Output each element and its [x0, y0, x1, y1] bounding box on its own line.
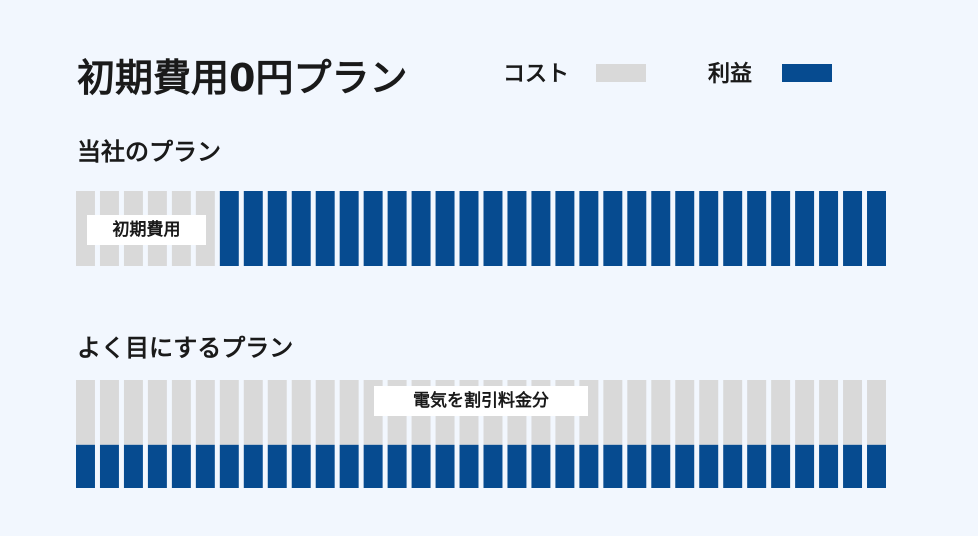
bar-segment-plan-b-profit-25 — [675, 444, 695, 488]
chart-title: 初期費用0円プラン — [77, 56, 408, 100]
bar-segment-plan-b-cost-27 — [723, 380, 743, 445]
legend-cost-label: コスト — [503, 62, 570, 87]
bar-segment-plan-b-profit-9 — [291, 444, 311, 488]
legend-cost-swatch — [596, 64, 646, 82]
bar-segment-plan-a-profit-24 — [651, 191, 671, 266]
bar-segment-plan-b-profit-14 — [411, 444, 431, 488]
bar-segment-plan-a-profit-31 — [819, 191, 839, 266]
bar-segment-plan-a-profit-11 — [339, 191, 359, 266]
bar-segment-plan-b-cost-1 — [99, 380, 119, 445]
bar-segment-plan-a-profit-32 — [843, 191, 863, 266]
bar-segment-plan-b-profit-27 — [723, 444, 743, 488]
bar-segment-plan-b-profit-4 — [171, 444, 191, 488]
bar-segment-plan-a-profit-10 — [315, 191, 335, 266]
bar-segment-plan-b-profit-33 — [867, 444, 886, 488]
bar-segment-plan-b-profit-12 — [363, 444, 383, 488]
bar-segment-plan-b-profit-26 — [699, 444, 719, 488]
bar-segment-plan-b-profit-0 — [76, 444, 95, 488]
bar-segment-plan-b-profit-5 — [195, 444, 215, 488]
bar-segment-plan-b-profit-22 — [603, 444, 623, 488]
bar-segment-plan-b-profit-23 — [627, 444, 647, 488]
legend-profit-label: 利益 — [708, 62, 753, 87]
bar-segment-plan-b-cost-6 — [219, 380, 239, 445]
bar-segment-plan-b-profit-8 — [267, 444, 287, 488]
bar-segment-plan-a-profit-27 — [723, 191, 743, 266]
bar-segment-plan-b-profit-18 — [507, 444, 527, 488]
bar-segment-plan-b-cost-23 — [627, 380, 647, 445]
bar-segment-plan-b-profit-19 — [531, 444, 551, 488]
bar-segment-plan-b-profit-6 — [219, 444, 239, 488]
bar-segment-plan-b-profit-32 — [843, 444, 863, 488]
bar-segment-plan-b-profit-28 — [747, 444, 767, 488]
bar-segment-plan-b-cost-0 — [76, 380, 95, 445]
bar-segment-plan-a-profit-28 — [747, 191, 767, 266]
bar-segment-plan-b-profit-20 — [555, 444, 575, 488]
bar-segment-plan-a-profit-12 — [363, 191, 383, 266]
bar-segment-plan-b-cost-4 — [171, 380, 191, 445]
bar-segment-plan-b-profit-3 — [147, 444, 167, 488]
bar-segment-plan-a-profit-19 — [531, 191, 551, 266]
bar-segment-plan-a-profit-30 — [795, 191, 815, 266]
bar-segment-plan-a-profit-22 — [603, 191, 623, 266]
bar-segment-plan-b-profit-16 — [459, 444, 479, 488]
bar-segment-plan-b-cost-30 — [795, 380, 815, 445]
bar-segment-plan-b-cost-24 — [651, 380, 671, 445]
bar-segment-plan-a-profit-13 — [387, 191, 407, 266]
bar-segment-plan-a-profit-25 — [675, 191, 695, 266]
bar-segment-plan-a-profit-17 — [483, 191, 503, 266]
bar-segment-plan-b-profit-21 — [579, 444, 599, 488]
plan-a-label: 当社のプラン — [77, 138, 221, 166]
bar-segment-plan-b-profit-29 — [771, 444, 791, 488]
legend-profit-swatch — [782, 64, 832, 82]
bar-segment-plan-b-profit-17 — [483, 444, 503, 488]
bar-segment-plan-b-profit-1 — [99, 444, 119, 488]
bar-segment-plan-b-cost-32 — [843, 380, 863, 445]
bar-segment-plan-b-profit-2 — [123, 444, 143, 488]
bar-segment-plan-b-cost-26 — [699, 380, 719, 445]
bar-segment-plan-b-profit-10 — [315, 444, 335, 488]
bar-segment-plan-b-cost-9 — [291, 380, 311, 445]
bar-segment-plan-b-profit-15 — [435, 444, 455, 488]
bar-segment-plan-b-cost-22 — [603, 380, 623, 445]
bar-segment-plan-b-cost-7 — [243, 380, 263, 445]
bar-segment-plan-a-profit-23 — [627, 191, 647, 266]
bar-segment-plan-b-cost-8 — [267, 380, 287, 445]
bar-segment-plan-a-profit-33 — [867, 191, 886, 266]
bar-segment-plan-b-profit-13 — [387, 444, 407, 488]
plan-b-annotation: 電気を割引料金分 — [374, 386, 588, 416]
bar-segment-plan-a-profit-18 — [507, 191, 527, 266]
bar-segment-plan-a-profit-6 — [219, 191, 239, 266]
bar-segment-plan-a-profit-8 — [267, 191, 287, 266]
bar-segment-plan-b-profit-31 — [819, 444, 839, 488]
bar-segment-plan-a-profit-21 — [579, 191, 599, 266]
bar-segment-plan-b-cost-33 — [867, 380, 886, 445]
bar-segment-plan-a-profit-7 — [243, 191, 263, 266]
bar-segment-plan-b-profit-30 — [795, 444, 815, 488]
bar-segment-plan-b-cost-11 — [339, 380, 359, 445]
bar-segment-plan-b-cost-29 — [771, 380, 791, 445]
bar-segment-plan-b-cost-10 — [315, 380, 335, 445]
bar-segment-plan-a-profit-15 — [435, 191, 455, 266]
plan-b-label: よく目にするプラン — [77, 334, 294, 362]
bar-segment-plan-b-cost-31 — [819, 380, 839, 445]
bar-segment-plan-b-cost-3 — [147, 380, 167, 445]
bar-segment-plan-b-profit-24 — [651, 444, 671, 488]
bar-segment-plan-a-profit-20 — [555, 191, 575, 266]
bar-segment-plan-b-cost-2 — [123, 380, 143, 445]
bar-segment-plan-b-cost-28 — [747, 380, 767, 445]
bar-segment-plan-a-profit-26 — [699, 191, 719, 266]
bar-segment-plan-a-profit-29 — [771, 191, 791, 266]
bar-segment-plan-b-cost-5 — [195, 380, 215, 445]
bar-segment-plan-b-cost-25 — [675, 380, 695, 445]
plan-a-annotation: 初期費用 — [87, 215, 206, 245]
bar-segment-plan-b-profit-7 — [243, 444, 263, 488]
bar-segment-plan-a-profit-9 — [291, 191, 311, 266]
bar-segment-plan-b-profit-11 — [339, 444, 359, 488]
bar-segment-plan-a-profit-16 — [459, 191, 479, 266]
bar-segment-plan-a-profit-14 — [411, 191, 431, 266]
